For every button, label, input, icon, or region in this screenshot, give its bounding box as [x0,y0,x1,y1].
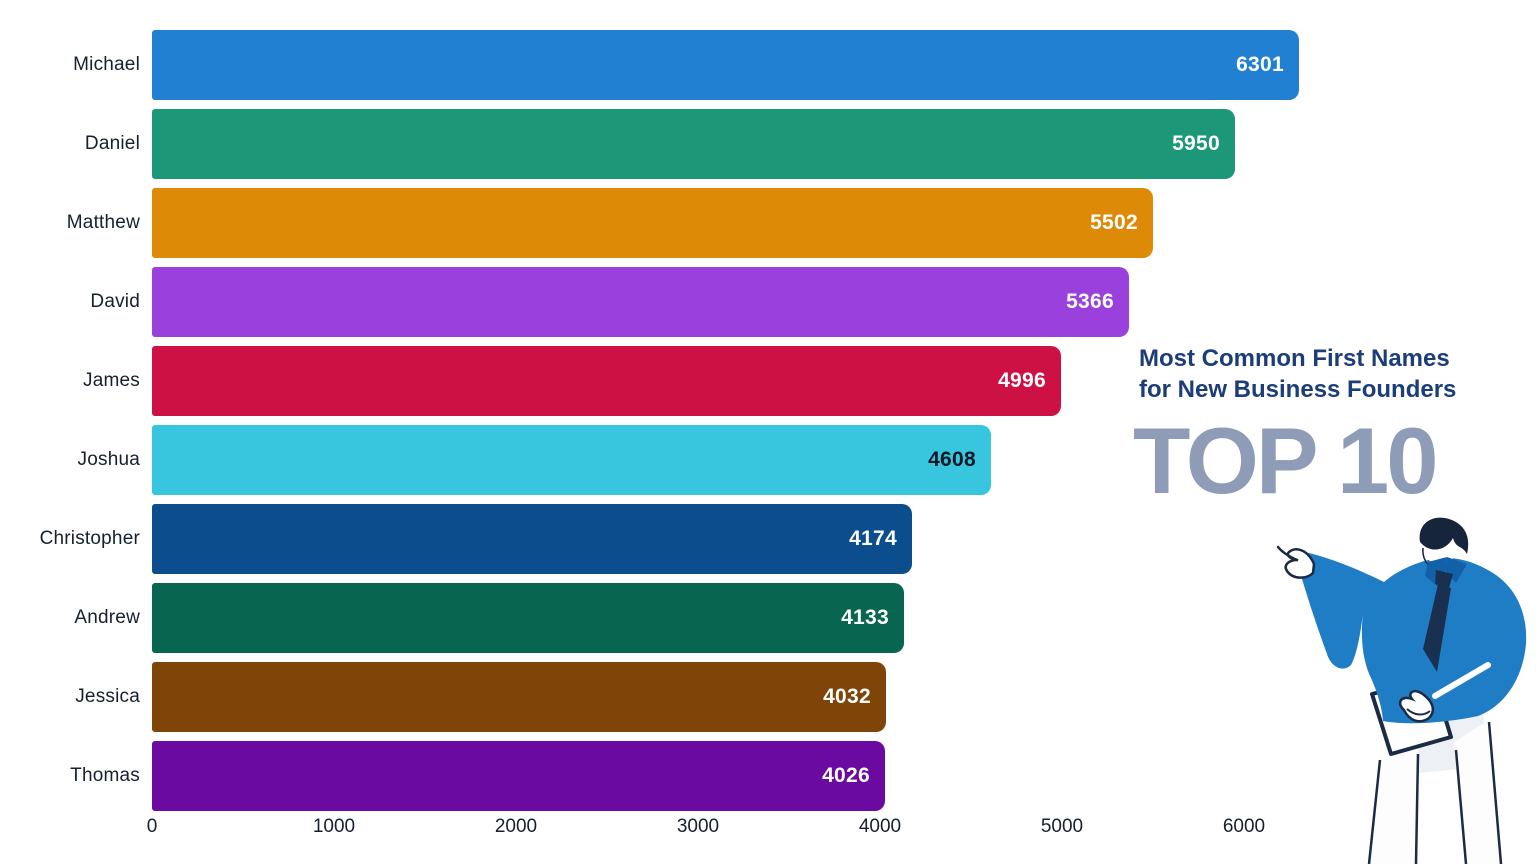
category-label-christopher: Christopher [39,527,140,549]
bar-row: David 5366 [0,262,1536,341]
x-tick-1000: 1000 [312,816,356,837]
value-label: 4133 [841,605,889,629]
bar-daniel: 5950 [152,108,1235,179]
value-label: 6301 [1236,52,1284,76]
bar-row: Matthew 5502 [0,183,1536,262]
bar-row: James 4996 [0,341,1536,420]
category-label-matthew: Matthew [66,211,140,233]
value-label: 4608 [928,447,976,471]
bar-row: Joshua 4608 [0,420,1536,499]
chart-title-line2: for New Business Founders [1139,376,1457,403]
x-tick-3000: 3000 [676,816,720,837]
bar-michael: 6301 [152,29,1299,100]
bar-row: Daniel 5950 [0,104,1536,183]
left-leg [1369,748,1418,864]
x-tick-4000: 4000 [858,816,902,837]
value-label: 5366 [1066,289,1114,313]
value-label: 4032 [823,684,871,708]
bar-andrew: 4133 [152,582,904,653]
bar-matthew: 5502 [152,187,1153,258]
x-tick-2000: 2000 [494,816,538,837]
value-label: 4174 [849,526,897,550]
category-label-daniel: Daniel [84,132,140,154]
bar-row: Michael 6301 [0,25,1536,104]
tie-knot [1435,570,1453,588]
x-tick-0: 0 [146,816,158,837]
right-leg [1454,720,1501,864]
eyebrow [1423,532,1434,539]
tie [1423,584,1451,672]
x-tick-6000: 6000 [1222,816,1266,837]
category-label-jessica: Jessica [75,685,140,707]
bar-row: Andrew 4133 [0,578,1536,657]
value-label: 4996 [998,368,1046,392]
bar-jessica: 4032 [152,661,886,732]
chart-title: Most Common First Names for New Business… [1139,343,1479,405]
bar-david: 5366 [152,266,1129,337]
bar-plot: Michael 6301 Daniel 5950 Matthew 5502 David 536… [0,25,1536,815]
category-label-thomas: Thomas [70,764,140,786]
pointing-finger [1276,545,1299,562]
leg-outlines [1367,721,1503,864]
bar-row: Jessica 4032 [0,657,1536,736]
value-label: 5950 [1172,131,1220,155]
value-label: 5502 [1090,210,1138,234]
bar-christopher: 4174 [152,503,912,574]
bar-joshua: 4608 [152,424,991,495]
right-hand-finger-line [1406,708,1431,716]
bar-row: Christopher 4174 [0,499,1536,578]
top10-badge: TOP 10 [1133,408,1439,513]
category-label-andrew: Andrew [74,606,140,628]
category-label-michael: Michael [73,53,140,75]
jacket [1298,552,1527,724]
bar-thomas: 4026 [152,740,885,811]
bar-row: Thomas 4026 [0,736,1536,815]
chart-title-line1: Most Common First Names [1139,345,1450,372]
hair [1419,517,1469,554]
category-label-james: James [83,369,140,391]
businessman-illustration [1276,517,1527,864]
category-label-david: David [90,290,140,312]
category-label-joshua: Joshua [77,448,140,470]
x-tick-5000: 5000 [1040,816,1084,837]
value-label: 4026 [822,763,870,787]
bar-james: 4996 [152,345,1061,416]
x-axis: 0 1000 2000 3000 4000 5000 6000 [0,816,1536,850]
arm-gap-line [1432,662,1491,699]
